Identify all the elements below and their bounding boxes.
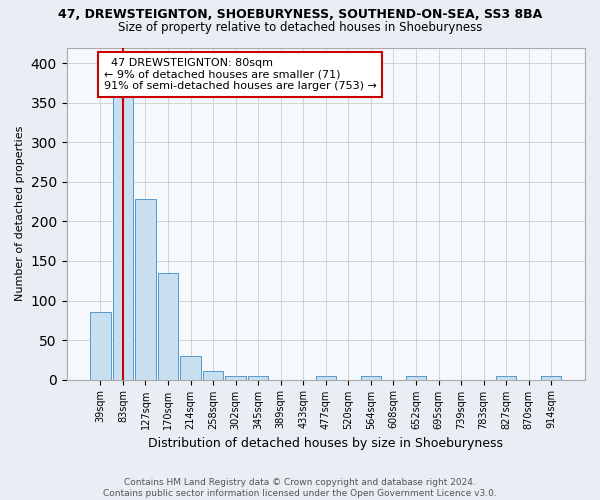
Bar [203,371,223,380]
Bar [496,376,517,380]
Text: Size of property relative to detached houses in Shoeburyness: Size of property relative to detached ho… [118,21,482,34]
Bar [361,376,381,380]
Bar [113,68,133,380]
Bar [90,312,110,380]
Text: 47, DREWSTEIGNTON, SHOEBURYNESS, SOUTHEND-ON-SEA, SS3 8BA: 47, DREWSTEIGNTON, SHOEBURYNESS, SOUTHEN… [58,8,542,20]
Bar [181,356,200,380]
Bar [316,376,336,380]
Bar [248,376,268,380]
X-axis label: Distribution of detached houses by size in Shoeburyness: Distribution of detached houses by size … [148,437,503,450]
Text: Contains HM Land Registry data © Crown copyright and database right 2024.
Contai: Contains HM Land Registry data © Crown c… [103,478,497,498]
Y-axis label: Number of detached properties: Number of detached properties [15,126,25,301]
Bar [226,376,246,380]
Bar [541,376,562,380]
Text: 47 DREWSTEIGNTON: 80sqm
← 9% of detached houses are smaller (71)
91% of semi-det: 47 DREWSTEIGNTON: 80sqm ← 9% of detached… [104,58,377,91]
Bar [406,376,426,380]
Bar [136,200,155,380]
Bar [158,273,178,380]
